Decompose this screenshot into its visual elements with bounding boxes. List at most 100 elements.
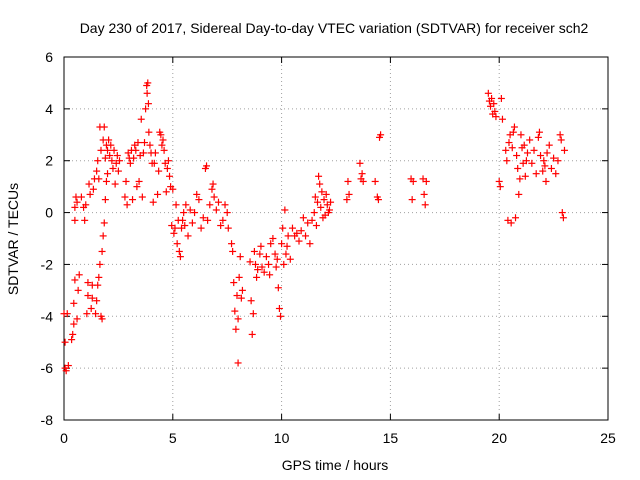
data-point	[522, 157, 530, 165]
data-point	[141, 139, 149, 147]
data-point	[559, 214, 567, 222]
y-tick-label: 6	[45, 49, 53, 65]
data-point	[547, 164, 555, 172]
data-point	[99, 232, 107, 240]
data-point	[288, 224, 296, 232]
data-point	[552, 170, 560, 178]
data-point	[133, 183, 141, 191]
data-point	[108, 157, 116, 165]
data-point	[409, 177, 417, 185]
data-point	[68, 336, 76, 344]
data-point	[539, 167, 547, 175]
data-point	[279, 224, 287, 232]
data-point	[356, 159, 364, 167]
data-point	[528, 159, 536, 167]
data-point	[145, 128, 153, 136]
data-point	[256, 250, 264, 258]
data-point	[173, 240, 181, 248]
data-point	[278, 240, 286, 248]
data-point	[502, 146, 510, 154]
data-point	[247, 297, 255, 305]
data-point	[251, 260, 259, 268]
data-point	[512, 214, 520, 222]
data-point	[197, 224, 205, 232]
data-point	[408, 196, 416, 204]
data-point	[111, 180, 119, 188]
data-point	[280, 260, 288, 268]
data-point	[77, 193, 85, 201]
data-point	[98, 315, 106, 323]
data-point	[505, 139, 513, 147]
data-point	[62, 367, 70, 375]
data-point	[260, 268, 268, 276]
data-point	[556, 131, 564, 139]
data-point	[94, 157, 102, 165]
data-point	[82, 201, 90, 209]
data-point	[534, 133, 542, 141]
data-point	[206, 201, 214, 209]
data-point	[496, 183, 504, 191]
data-point	[262, 253, 270, 261]
data-point	[95, 175, 103, 183]
data-point	[214, 198, 222, 206]
data-point	[179, 216, 187, 224]
data-point	[199, 214, 207, 222]
data-point	[503, 157, 511, 165]
x-tick-labels: 0 5 10 15 20 25	[60, 430, 616, 446]
data-point	[314, 198, 322, 206]
data-point	[560, 146, 568, 154]
data-point	[521, 172, 529, 180]
data-point	[100, 219, 108, 227]
data-point	[484, 89, 492, 97]
data-point	[281, 206, 289, 214]
data-point	[217, 222, 225, 230]
data-point	[126, 159, 134, 167]
data-point	[71, 203, 79, 211]
data-point	[171, 224, 179, 232]
data-point	[371, 177, 379, 185]
data-point	[191, 209, 199, 217]
data-point	[491, 107, 499, 115]
data-point	[70, 299, 78, 307]
data-point	[535, 128, 543, 136]
data-point	[180, 209, 188, 217]
data-point	[230, 279, 238, 287]
data-point	[134, 139, 142, 147]
data-point	[221, 201, 229, 209]
data-point	[160, 146, 168, 154]
data-point	[310, 209, 318, 217]
data-point	[135, 177, 143, 185]
data-point	[308, 216, 316, 224]
data-point	[188, 219, 196, 227]
data-point	[81, 216, 89, 224]
data-point	[151, 149, 159, 157]
y-axis-label: SDTVAR / TECUs	[5, 183, 21, 295]
x-tick-label: 25	[600, 430, 616, 446]
data-point	[537, 152, 545, 160]
data-point	[421, 201, 429, 209]
data-point	[374, 196, 382, 204]
data-point	[509, 128, 517, 136]
data-point	[170, 229, 178, 237]
data-point	[107, 141, 115, 149]
data-point	[155, 167, 163, 175]
data-point	[233, 292, 241, 300]
data-point	[73, 198, 81, 206]
data-point	[532, 170, 540, 178]
y-tick-label: -8	[41, 412, 54, 428]
data-point	[144, 100, 152, 108]
data-point	[74, 286, 82, 294]
data-point	[343, 196, 351, 204]
data-point	[497, 94, 505, 102]
data-point	[490, 100, 498, 108]
data-point	[267, 240, 275, 248]
data-point	[204, 216, 212, 224]
data-point	[105, 136, 113, 144]
data-point	[345, 190, 353, 198]
data-point	[162, 188, 170, 196]
data-point	[302, 232, 310, 240]
data-point	[94, 281, 102, 289]
data-point	[61, 338, 69, 346]
data-point	[142, 105, 150, 113]
